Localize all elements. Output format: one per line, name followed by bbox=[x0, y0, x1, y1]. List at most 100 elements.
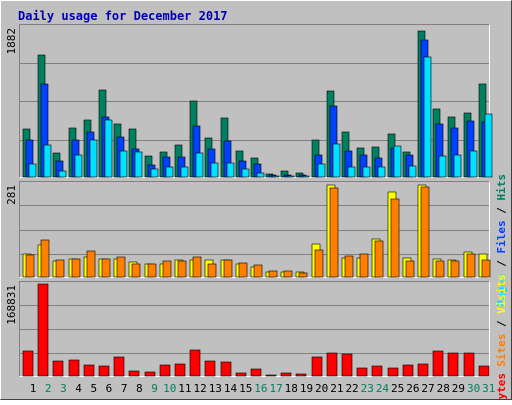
day-label-31: 31 bbox=[482, 382, 495, 395]
bar-kbytes-day-2 bbox=[37, 283, 49, 377]
bar-pages-day-11 bbox=[180, 166, 189, 178]
day-label-28: 28 bbox=[437, 382, 450, 395]
bar-sites-day-17 bbox=[268, 270, 278, 278]
bar-pages-day-7 bbox=[119, 150, 128, 178]
bar-sites-day-6 bbox=[101, 258, 111, 278]
chart-title: Daily usage for December 2017 bbox=[18, 9, 228, 23]
bar-pages-day-20 bbox=[317, 163, 326, 178]
day-label-3: 3 bbox=[60, 382, 67, 395]
bar-kbytes-day-31 bbox=[478, 365, 490, 377]
bar-sites-day-10 bbox=[162, 260, 172, 278]
bar-sites-day-18 bbox=[283, 270, 293, 278]
bar-kbytes-day-6 bbox=[98, 365, 110, 377]
bar-sites-day-5 bbox=[86, 250, 96, 278]
legend-pages: Pages bbox=[495, 273, 508, 306]
bar-pages-day-29 bbox=[453, 154, 462, 178]
legend-sites: Sites bbox=[495, 334, 508, 367]
bar-pages-day-21 bbox=[332, 143, 341, 178]
bar-kbytes-day-16 bbox=[250, 368, 262, 377]
day-label-21: 21 bbox=[330, 382, 343, 395]
panel-hits-files-pages-border-dark bbox=[19, 24, 490, 178]
panel-hits-files-pages-legend: Pages / Files / Hits bbox=[495, 174, 508, 307]
day-label-24: 24 bbox=[376, 382, 390, 395]
bar-kbytes-day-8 bbox=[128, 370, 140, 377]
day-label-20: 20 bbox=[315, 382, 328, 395]
bar-sites-day-2 bbox=[40, 239, 50, 278]
day-label-26: 26 bbox=[406, 382, 419, 395]
legend-sep-1: / bbox=[495, 314, 508, 334]
panel-kbytes-legend: KBytes bbox=[495, 373, 508, 400]
day-label-16: 16 bbox=[254, 382, 267, 395]
day-label-18: 18 bbox=[285, 382, 298, 395]
day-label-12: 12 bbox=[194, 382, 207, 395]
bar-kbytes-day-27 bbox=[417, 363, 429, 377]
bar-kbytes-day-20 bbox=[311, 356, 323, 377]
day-label-9: 9 bbox=[151, 382, 158, 395]
bar-kbytes-day-1 bbox=[22, 350, 34, 377]
bar-sites-day-22 bbox=[344, 255, 354, 278]
day-label-22: 22 bbox=[345, 382, 358, 395]
bar-kbytes-day-24 bbox=[371, 365, 383, 377]
bar-pages-day-12 bbox=[195, 152, 204, 178]
bar-kbytes-day-26 bbox=[402, 364, 414, 377]
legend-sep-1: / bbox=[495, 254, 508, 274]
bar-sites-day-30 bbox=[466, 253, 476, 278]
bar-kbytes-day-7 bbox=[113, 356, 125, 377]
bar-pages-day-8 bbox=[134, 151, 143, 178]
bar-sites-day-21 bbox=[329, 187, 339, 278]
bar-kbytes-day-18 bbox=[280, 372, 292, 377]
day-label-11: 11 bbox=[178, 382, 191, 395]
bar-pages-day-15 bbox=[241, 168, 250, 178]
day-label-14: 14 bbox=[224, 382, 238, 395]
day-label-8: 8 bbox=[136, 382, 143, 395]
panel-visits-sites-ymax-label: 281 bbox=[5, 185, 18, 205]
bar-pages-day-19 bbox=[301, 175, 310, 178]
panel-kbytes-border-dark bbox=[19, 281, 490, 377]
bar-pages-day-16 bbox=[256, 172, 265, 178]
bar-sites-day-3 bbox=[55, 259, 65, 278]
bar-sites-day-11 bbox=[177, 260, 187, 278]
day-label-23: 23 bbox=[361, 382, 374, 395]
day-label-5: 5 bbox=[90, 382, 97, 395]
bar-sites-day-7 bbox=[116, 256, 126, 278]
day-label-25: 25 bbox=[391, 382, 404, 395]
bar-pages-day-1 bbox=[28, 163, 37, 178]
panel-hits-files-pages-ymax-label: 1882 bbox=[5, 28, 18, 55]
bar-sites-day-4 bbox=[71, 258, 81, 278]
bar-sites-day-12 bbox=[192, 256, 202, 278]
bar-sites-day-25 bbox=[390, 198, 400, 278]
bar-pages-day-2 bbox=[43, 144, 52, 178]
bar-kbytes-day-12 bbox=[189, 349, 201, 377]
bar-pages-day-23 bbox=[362, 166, 371, 178]
bar-kbytes-day-17 bbox=[265, 374, 277, 377]
bar-kbytes-day-30 bbox=[463, 352, 475, 377]
day-label-17: 17 bbox=[269, 382, 282, 395]
day-label-27: 27 bbox=[421, 382, 434, 395]
legend-sep-2: / bbox=[495, 201, 508, 221]
bar-kbytes-day-28 bbox=[432, 350, 444, 377]
bar-kbytes-day-21 bbox=[326, 352, 338, 377]
bar-pages-day-26 bbox=[408, 165, 417, 178]
bar-sites-day-15 bbox=[238, 262, 248, 278]
bar-kbytes-day-3 bbox=[52, 360, 64, 377]
bar-kbytes-day-29 bbox=[447, 352, 459, 377]
day-label-2: 2 bbox=[45, 382, 52, 395]
panel-hits-files-pages-border-light bbox=[19, 24, 490, 178]
bar-kbytes-day-19 bbox=[295, 373, 307, 377]
bar-pages-day-4 bbox=[74, 154, 83, 178]
bar-sites-day-14 bbox=[223, 259, 233, 278]
bar-sites-day-23 bbox=[359, 253, 369, 278]
bar-sites-day-24 bbox=[374, 240, 384, 278]
legend-kbytes: KBytes bbox=[495, 373, 508, 400]
bar-sites-day-20 bbox=[314, 249, 324, 278]
panel-kbytes-border-light bbox=[19, 281, 490, 377]
bar-pages-day-27 bbox=[423, 56, 432, 178]
bar-pages-day-31 bbox=[484, 113, 493, 178]
bar-pages-day-28 bbox=[438, 155, 447, 178]
bar-pages-day-17 bbox=[271, 175, 280, 178]
bar-pages-day-13 bbox=[210, 162, 219, 178]
bar-pages-day-22 bbox=[347, 166, 356, 178]
bar-sites-day-1 bbox=[25, 254, 35, 278]
